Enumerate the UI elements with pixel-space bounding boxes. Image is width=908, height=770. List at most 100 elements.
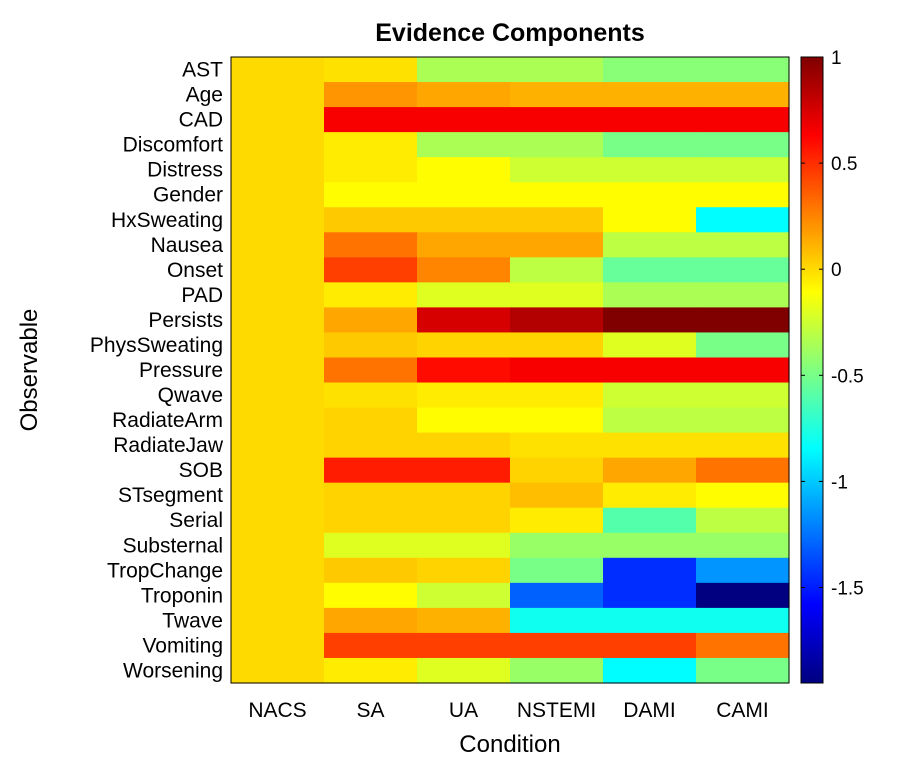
heatmap-cell: [417, 357, 511, 384]
heatmap-cell: [231, 207, 325, 233]
heatmap-cell: [324, 132, 418, 158]
heatmap-cell: [231, 657, 325, 684]
y-tick-label: Qwave: [158, 384, 223, 407]
heatmap-cell: [231, 107, 325, 133]
heatmap-cell: [696, 532, 790, 559]
y-tick-label: Vomiting: [142, 634, 223, 657]
y-tick-label: TropChange: [107, 559, 223, 582]
heatmap-cell: [696, 107, 790, 133]
colorbar-tick-label: -0.5: [831, 366, 864, 387]
heatmap-cell: [324, 432, 418, 459]
heatmap-cell: [510, 307, 604, 334]
heatmap-cell: [324, 657, 418, 684]
heatmap-cell: [417, 382, 511, 409]
heatmap-cell: [231, 357, 325, 384]
plot-border: [230, 56, 790, 684]
heatmap-cell: [696, 457, 790, 484]
heatmap-cell: [510, 282, 604, 308]
chart-title: Evidence Components: [375, 19, 645, 47]
heatmap-cell: [603, 82, 697, 108]
heatmap-cell: [696, 257, 790, 283]
colorbar-tick-label: -1: [831, 472, 848, 493]
heatmap-cell: [510, 482, 604, 509]
heatmap-cell: [324, 632, 418, 659]
heatmap-cell: [603, 157, 697, 183]
heatmap-cell: [603, 457, 697, 484]
heatmap-cell: [603, 207, 697, 233]
heatmap-cell: [510, 182, 604, 208]
y-tick-label: Twave: [162, 609, 223, 632]
heatmap-cell: [510, 132, 604, 158]
heatmap-cell: [510, 57, 604, 83]
heatmap-cell: [696, 307, 790, 334]
heatmap-cell: [603, 482, 697, 509]
y-tick-label: Discomfort: [123, 134, 224, 157]
y-tick-label: Substernal: [123, 534, 223, 557]
y-tick-label: Gender: [153, 184, 223, 207]
heatmap-cell: [510, 357, 604, 384]
heatmap-cell: [510, 382, 604, 409]
y-tick-label: Onset: [167, 259, 223, 282]
heatmap-cell: [231, 482, 325, 509]
heatmap-cell: [603, 332, 697, 359]
y-tick-label: STsegment: [118, 484, 223, 507]
heatmap-cell: [324, 282, 418, 308]
colorbar-tick-labels: 1 0.5 0 -0.5 -1 -1.5: [801, 48, 864, 600]
heatmap-cell: [696, 657, 790, 684]
heatmap-cell: [231, 282, 325, 308]
heatmap-cell: [417, 82, 511, 108]
heatmap-cell: [231, 132, 325, 158]
heatmap-cell: [510, 407, 604, 434]
heatmap-cell: [417, 532, 511, 559]
heatmap-cell: [696, 82, 790, 108]
heatmap-cell: [324, 607, 418, 634]
heatmap-cell: [417, 432, 511, 459]
heatmap-cell: [696, 507, 790, 534]
plot-frame: [230, 56, 790, 684]
colorbar: 1 0.5 0 -0.5 -1 -1.5: [800, 48, 864, 684]
x-tick-label: DAMI: [623, 699, 676, 722]
heatmap-cell: [603, 357, 697, 384]
heatmap-cell: [510, 207, 604, 233]
heatmap-cell: [696, 632, 790, 659]
heatmap-cell: [231, 607, 325, 634]
heatmap-cell: [696, 132, 790, 158]
heatmap-cell: [696, 607, 790, 634]
colorbar-tick-label: 0: [831, 260, 842, 281]
heatmap-cell: [417, 632, 511, 659]
heatmap-cell: [231, 257, 325, 283]
heatmap-cell: [603, 407, 697, 434]
heatmap-cell: [231, 582, 325, 609]
heatmap-cell: [696, 182, 790, 208]
heatmap-cell: [603, 307, 697, 334]
heatmap-cell: [510, 82, 604, 108]
heatmap-cell: [324, 332, 418, 359]
heatmap-cell: [417, 57, 511, 83]
heatmap-cell: [603, 57, 697, 83]
heatmap-cell: [603, 257, 697, 283]
y-tick-label: RadiateArm: [112, 409, 223, 432]
y-tick-label: PAD: [181, 284, 223, 307]
heatmap-cell: [417, 232, 511, 258]
colorbar-tick-label: 1: [831, 48, 842, 69]
heatmap-cell: [231, 82, 325, 108]
y-tick-label: Age: [186, 84, 223, 107]
heatmap-cell: [417, 407, 511, 434]
heatmap-cell: [696, 582, 790, 609]
y-tick-label: Distress: [147, 159, 223, 182]
heatmap-cells: [231, 57, 790, 684]
heatmap-cell: [696, 482, 790, 509]
heatmap-cell: [324, 232, 418, 258]
heatmap-cell: [231, 407, 325, 434]
y-tick-label: Worsening: [123, 659, 223, 682]
heatmap-cell: [324, 557, 418, 584]
heatmap-cell: [603, 657, 697, 684]
heatmap-cell: [417, 657, 511, 684]
heatmap-cell: [510, 557, 604, 584]
y-tick-label: SOB: [179, 459, 223, 482]
heatmap-cell: [603, 632, 697, 659]
heatmap-cell: [417, 507, 511, 534]
heatmap-cell: [324, 507, 418, 534]
heatmap-cell: [417, 132, 511, 158]
heatmap-cell: [324, 407, 418, 434]
